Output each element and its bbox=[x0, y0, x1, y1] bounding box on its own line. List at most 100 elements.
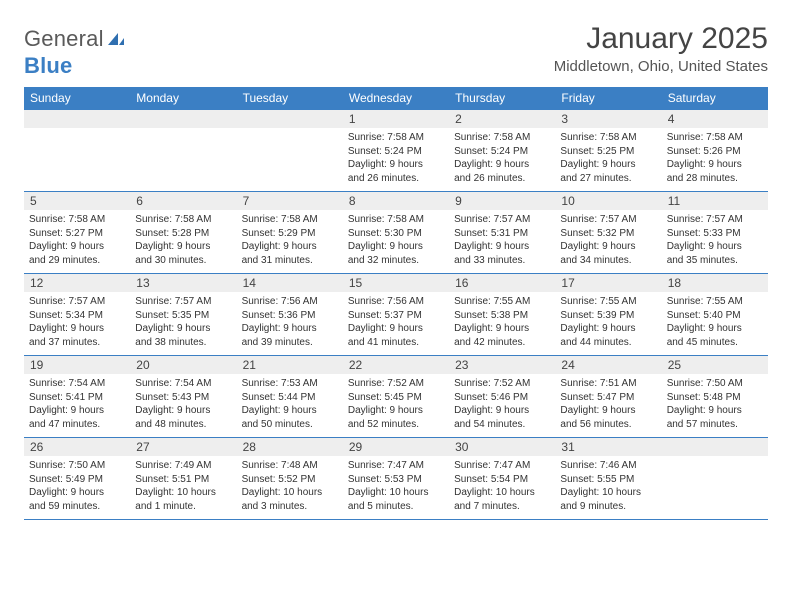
day1-text: Daylight: 9 hours bbox=[454, 404, 550, 418]
day1-text: Daylight: 9 hours bbox=[667, 322, 763, 336]
day-cell: Sunrise: 7:58 AMSunset: 5:28 PMDaylight:… bbox=[130, 210, 236, 273]
day-cell: Sunrise: 7:54 AMSunset: 5:41 PMDaylight:… bbox=[24, 374, 130, 437]
day1-text: Daylight: 9 hours bbox=[560, 240, 656, 254]
day-number: 24 bbox=[555, 356, 661, 374]
sunrise-text: Sunrise: 7:54 AM bbox=[29, 377, 125, 391]
day-number: 7 bbox=[237, 192, 343, 210]
day2-text: and 3 minutes. bbox=[242, 500, 338, 514]
sunset-text: Sunset: 5:29 PM bbox=[242, 227, 338, 241]
day-cell: Sunrise: 7:54 AMSunset: 5:43 PMDaylight:… bbox=[130, 374, 236, 437]
day1-text: Daylight: 9 hours bbox=[667, 158, 763, 172]
day-header-mon: Monday bbox=[130, 87, 236, 110]
day2-text: and 38 minutes. bbox=[135, 336, 231, 350]
sunrise-text: Sunrise: 7:54 AM bbox=[135, 377, 231, 391]
sunrise-text: Sunrise: 7:50 AM bbox=[29, 459, 125, 473]
day-cell: Sunrise: 7:55 AMSunset: 5:38 PMDaylight:… bbox=[449, 292, 555, 355]
sunrise-text: Sunrise: 7:53 AM bbox=[242, 377, 338, 391]
day2-text: and 26 minutes. bbox=[348, 172, 444, 186]
sunset-text: Sunset: 5:24 PM bbox=[454, 145, 550, 159]
sunrise-text: Sunrise: 7:52 AM bbox=[454, 377, 550, 391]
day-cell: Sunrise: 7:55 AMSunset: 5:40 PMDaylight:… bbox=[662, 292, 768, 355]
day-cell: Sunrise: 7:58 AMSunset: 5:27 PMDaylight:… bbox=[24, 210, 130, 273]
day-number: 29 bbox=[343, 438, 449, 456]
day2-text: and 48 minutes. bbox=[135, 418, 231, 432]
sunset-text: Sunset: 5:41 PM bbox=[29, 391, 125, 405]
day-header-wed: Wednesday bbox=[343, 87, 449, 110]
day-number: 15 bbox=[343, 274, 449, 292]
day1-text: Daylight: 9 hours bbox=[242, 322, 338, 336]
day-cell: Sunrise: 7:49 AMSunset: 5:51 PMDaylight:… bbox=[130, 456, 236, 519]
calendar-grid: Sunday Monday Tuesday Wednesday Thursday… bbox=[24, 87, 768, 520]
week-row: Sunrise: 7:58 AMSunset: 5:24 PMDaylight:… bbox=[24, 128, 768, 192]
sunset-text: Sunset: 5:44 PM bbox=[242, 391, 338, 405]
week-row: Sunrise: 7:54 AMSunset: 5:41 PMDaylight:… bbox=[24, 374, 768, 438]
day-cell: Sunrise: 7:58 AMSunset: 5:29 PMDaylight:… bbox=[237, 210, 343, 273]
day2-text: and 5 minutes. bbox=[348, 500, 444, 514]
day-number: 3 bbox=[555, 110, 661, 128]
day-number: 5 bbox=[24, 192, 130, 210]
day-number: 28 bbox=[237, 438, 343, 456]
title-block: January 2025 Middletown, Ohio, United St… bbox=[554, 22, 768, 75]
day-header-fri: Friday bbox=[555, 87, 661, 110]
day-number-row: 12131415161718 bbox=[24, 274, 768, 292]
day1-text: Daylight: 9 hours bbox=[667, 404, 763, 418]
day-header-thu: Thursday bbox=[449, 87, 555, 110]
sunset-text: Sunset: 5:47 PM bbox=[560, 391, 656, 405]
sunrise-text: Sunrise: 7:55 AM bbox=[454, 295, 550, 309]
day-cell bbox=[130, 128, 236, 191]
day-cell: Sunrise: 7:58 AMSunset: 5:26 PMDaylight:… bbox=[662, 128, 768, 191]
sunrise-text: Sunrise: 7:58 AM bbox=[454, 131, 550, 145]
header: GeneralBlue January 2025 Middletown, Ohi… bbox=[24, 22, 768, 79]
day1-text: Daylight: 10 hours bbox=[454, 486, 550, 500]
sunset-text: Sunset: 5:53 PM bbox=[348, 473, 444, 487]
sunset-text: Sunset: 5:35 PM bbox=[135, 309, 231, 323]
day-cell: Sunrise: 7:58 AMSunset: 5:30 PMDaylight:… bbox=[343, 210, 449, 273]
sunrise-text: Sunrise: 7:55 AM bbox=[560, 295, 656, 309]
day-cell: Sunrise: 7:51 AMSunset: 5:47 PMDaylight:… bbox=[555, 374, 661, 437]
sunset-text: Sunset: 5:46 PM bbox=[454, 391, 550, 405]
sunrise-text: Sunrise: 7:47 AM bbox=[348, 459, 444, 473]
month-title: January 2025 bbox=[554, 22, 768, 56]
day1-text: Daylight: 10 hours bbox=[560, 486, 656, 500]
day1-text: Daylight: 9 hours bbox=[242, 404, 338, 418]
sunset-text: Sunset: 5:30 PM bbox=[348, 227, 444, 241]
day1-text: Daylight: 9 hours bbox=[135, 322, 231, 336]
day2-text: and 37 minutes. bbox=[29, 336, 125, 350]
sunset-text: Sunset: 5:32 PM bbox=[560, 227, 656, 241]
sunrise-text: Sunrise: 7:51 AM bbox=[560, 377, 656, 391]
day-number: 23 bbox=[449, 356, 555, 374]
day-number: 18 bbox=[662, 274, 768, 292]
day-cell bbox=[662, 456, 768, 519]
sunset-text: Sunset: 5:49 PM bbox=[29, 473, 125, 487]
sunset-text: Sunset: 5:39 PM bbox=[560, 309, 656, 323]
day-number: 8 bbox=[343, 192, 449, 210]
sunrise-text: Sunrise: 7:58 AM bbox=[348, 131, 444, 145]
day-cell: Sunrise: 7:57 AMSunset: 5:34 PMDaylight:… bbox=[24, 292, 130, 355]
day2-text: and 9 minutes. bbox=[560, 500, 656, 514]
day2-text: and 42 minutes. bbox=[454, 336, 550, 350]
sunset-text: Sunset: 5:37 PM bbox=[348, 309, 444, 323]
day2-text: and 44 minutes. bbox=[560, 336, 656, 350]
week-row: Sunrise: 7:57 AMSunset: 5:34 PMDaylight:… bbox=[24, 292, 768, 356]
sunset-text: Sunset: 5:28 PM bbox=[135, 227, 231, 241]
day-number: 4 bbox=[662, 110, 768, 128]
calendar-page: GeneralBlue January 2025 Middletown, Ohi… bbox=[0, 0, 792, 540]
sunset-text: Sunset: 5:31 PM bbox=[454, 227, 550, 241]
sunset-text: Sunset: 5:55 PM bbox=[560, 473, 656, 487]
week-row: Sunrise: 7:58 AMSunset: 5:27 PMDaylight:… bbox=[24, 210, 768, 274]
day2-text: and 52 minutes. bbox=[348, 418, 444, 432]
day-number: 1 bbox=[343, 110, 449, 128]
day1-text: Daylight: 9 hours bbox=[454, 240, 550, 254]
sunrise-text: Sunrise: 7:58 AM bbox=[348, 213, 444, 227]
day2-text: and 39 minutes. bbox=[242, 336, 338, 350]
sunset-text: Sunset: 5:45 PM bbox=[348, 391, 444, 405]
day1-text: Daylight: 9 hours bbox=[242, 240, 338, 254]
day2-text: and 31 minutes. bbox=[242, 254, 338, 268]
day-cell: Sunrise: 7:53 AMSunset: 5:44 PMDaylight:… bbox=[237, 374, 343, 437]
day2-text: and 47 minutes. bbox=[29, 418, 125, 432]
day-number bbox=[237, 110, 343, 128]
day-number: 26 bbox=[24, 438, 130, 456]
day1-text: Daylight: 9 hours bbox=[560, 404, 656, 418]
sunset-text: Sunset: 5:54 PM bbox=[454, 473, 550, 487]
day1-text: Daylight: 10 hours bbox=[348, 486, 444, 500]
